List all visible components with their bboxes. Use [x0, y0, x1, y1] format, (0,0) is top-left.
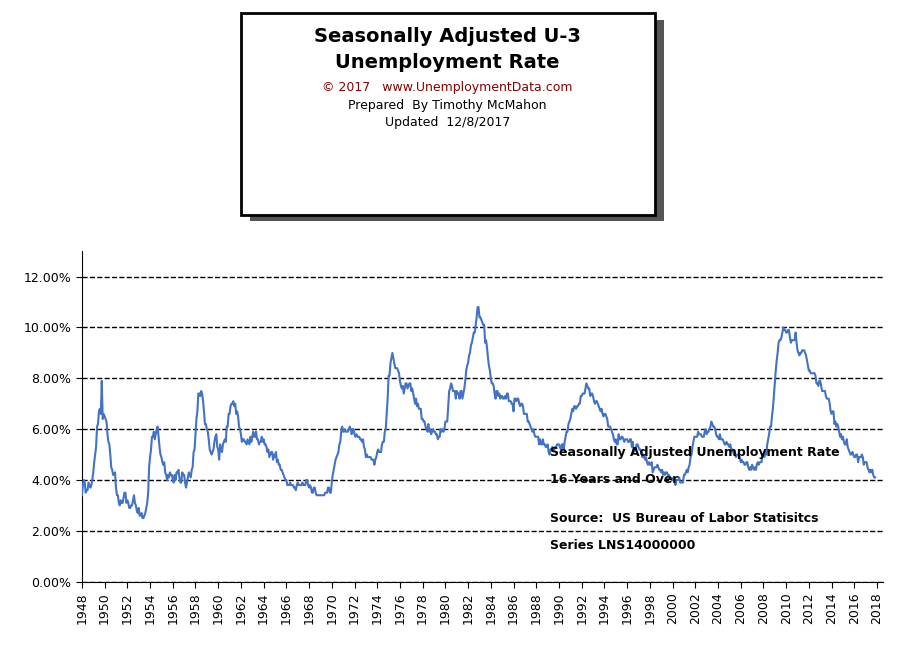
Text: Series LNS14000000: Series LNS14000000 [551, 539, 696, 552]
Text: Updated  12/8/2017: Updated 12/8/2017 [385, 116, 511, 129]
Text: Seasonally Adjusted U-3: Seasonally Adjusted U-3 [314, 27, 581, 46]
Text: Unemployment Rate: Unemployment Rate [336, 54, 560, 72]
Text: Source:  US Bureau of Labor Statisitcs: Source: US Bureau of Labor Statisitcs [551, 512, 819, 525]
Text: © 2017   www.UnemploymentData.com: © 2017 www.UnemploymentData.com [322, 81, 573, 94]
Text: Prepared  By Timothy McMahon: Prepared By Timothy McMahon [349, 99, 547, 112]
Text: 16 Years and Over: 16 Years and Over [551, 473, 679, 486]
Text: Seasonally Adjusted Unemployment Rate: Seasonally Adjusted Unemployment Rate [551, 446, 840, 459]
